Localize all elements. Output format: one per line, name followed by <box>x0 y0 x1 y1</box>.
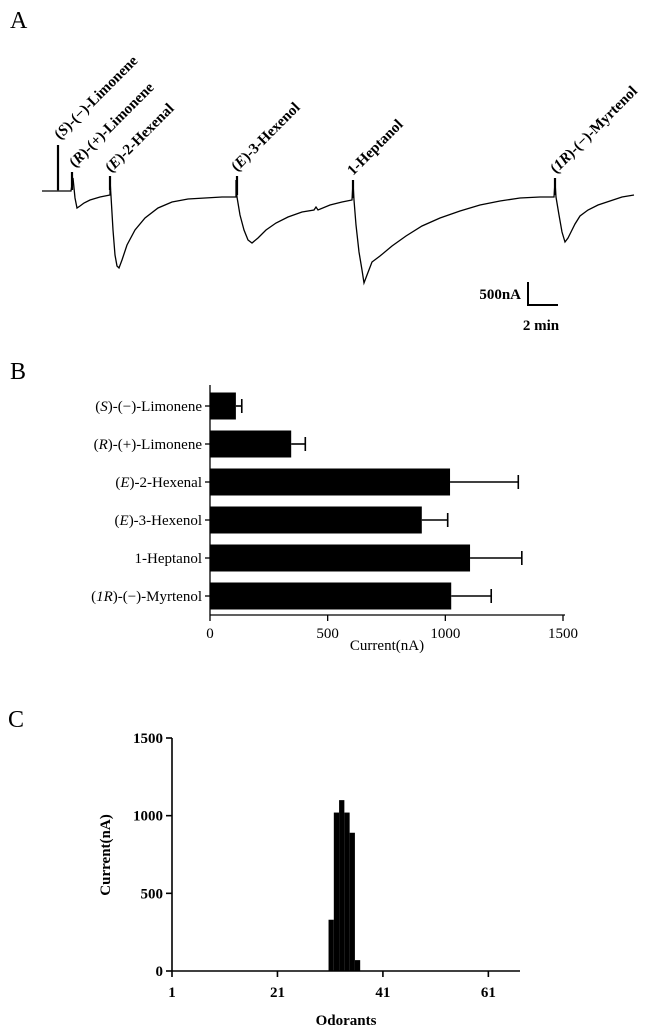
bar-2 <box>210 468 451 496</box>
c-xtick-label-2: 41 <box>375 985 390 1001</box>
b-xtick-label-0: 0 <box>206 626 214 642</box>
bar-5 <box>210 582 452 610</box>
b-x-axis-label: Current(nA) <box>350 638 424 654</box>
category-label-4: 1-Heptanol <box>135 551 202 567</box>
scale-bar <box>527 282 558 306</box>
bar-1 <box>210 430 292 458</box>
panel-label-a: A <box>10 8 28 34</box>
category-label-5: (1R)-(−)-Myrtenol <box>91 589 202 605</box>
bar-0 <box>210 392 236 420</box>
b-xtick-label-3: 1500 <box>548 626 578 642</box>
bar-chart-c: Odorants Current(nA) 0 500 1000 1500 1 21 41 61 <box>98 731 520 1029</box>
bar-c-1 <box>333 812 340 971</box>
scale-bar-current-label: 500nA <box>479 287 521 303</box>
stim-label-6: (1R)-(−)-Myrtenol <box>548 83 641 176</box>
category-label-0: (S)-(−)-Limonene <box>95 399 202 415</box>
bar-c-4 <box>349 832 355 971</box>
bar-c-5 <box>354 960 361 971</box>
panel-label-c: C <box>8 707 24 733</box>
bar-chart-b: Current(nA) (S)-(−)-Limonene (R)-(+)-Limo… <box>91 385 578 654</box>
category-label-3: (E)-3-Hexenol <box>115 513 202 529</box>
c-xtick-label-1: 21 <box>270 985 285 1001</box>
c-y-axis-label: Current(nA) <box>98 814 114 895</box>
b-xtick-label-1: 500 <box>316 626 339 642</box>
bar-c-0 <box>328 919 334 971</box>
bar-c-3 <box>344 812 350 971</box>
stim-label-5: 1-Heptanol <box>345 117 407 179</box>
c-ytick-label-2: 1000 <box>133 809 163 825</box>
c-xtick-label-3: 61 <box>481 985 496 1001</box>
b-xtick-label-2: 1000 <box>430 626 460 642</box>
bar-3 <box>210 506 422 534</box>
c-ytick-label-1: 500 <box>141 886 164 902</box>
bar-c-2 <box>339 800 345 971</box>
c-x-axis-label: Odorants <box>316 1013 377 1029</box>
c-ytick-label-0: 0 <box>156 964 164 980</box>
category-label-1: (R)-(+)-Limonene <box>94 437 203 453</box>
c-ytick-label-3: 1500 <box>133 731 163 747</box>
category-label-2: (E)-2-Hexenal <box>115 475 202 491</box>
panel-label-b: B <box>10 359 26 385</box>
trace-panel: (S)-(−)-Limonene (R)-(+)-Limonene (E)-2-… <box>42 53 641 334</box>
scale-bar-time-label: 2 min <box>523 318 560 334</box>
current-trace <box>42 165 635 286</box>
c-xtick-label-0: 1 <box>168 985 176 1001</box>
stim-label-4: (E)-3-Hexenol <box>229 100 304 175</box>
bar-4 <box>210 544 471 572</box>
